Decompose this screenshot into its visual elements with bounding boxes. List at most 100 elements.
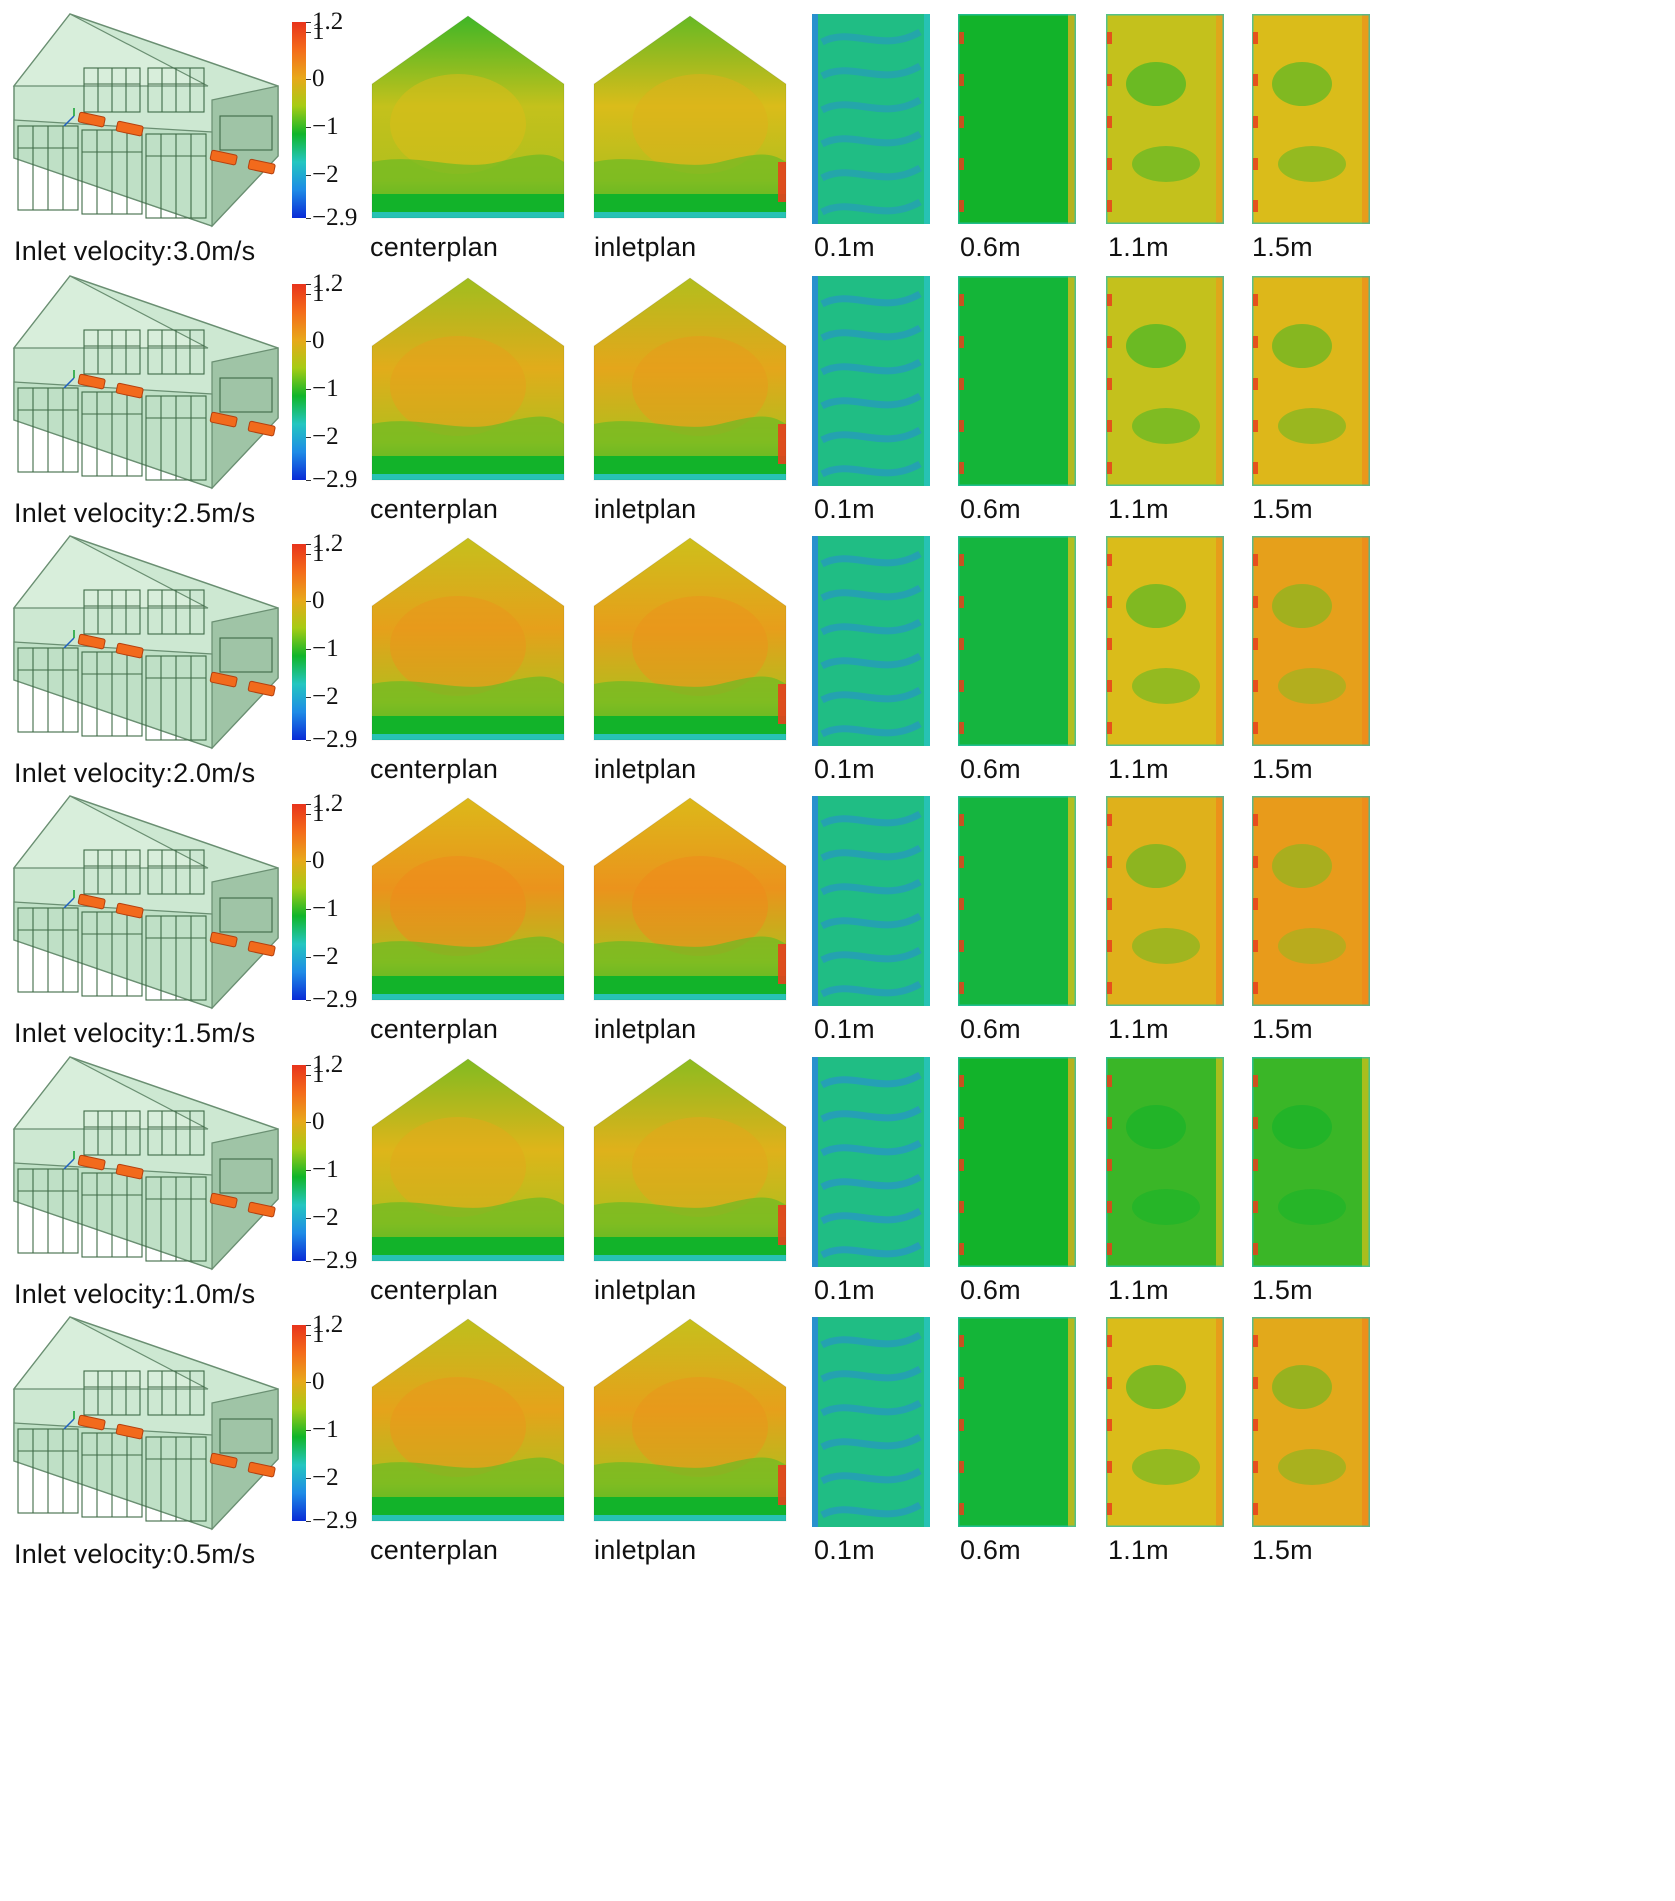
window-grid	[17, 1110, 273, 1262]
colorbar-tick-label: 0	[312, 847, 325, 875]
section-contour-svg	[371, 1058, 565, 1262]
colorbar-tick-label: 1.2	[312, 530, 344, 557]
inlet-fan-4	[247, 1201, 276, 1218]
inlet-section-label: inletplan	[594, 754, 697, 784]
colorbar-tick-label: −1	[312, 1416, 339, 1444]
colorbar-tick-label: −2	[312, 682, 339, 710]
inlet-fan-1	[77, 373, 106, 390]
colorbar-tick-label: −2.9	[312, 986, 358, 1013]
colorbar-tick-label: 1	[312, 799, 325, 827]
colorbar-tick-label: −2.9	[312, 1247, 358, 1274]
inlet-fan-1	[77, 1154, 106, 1171]
inlet-fan-4	[247, 158, 276, 175]
plan-contour-1-5m	[1252, 536, 1370, 746]
center-section-contour	[368, 1315, 568, 1525]
section-contour-svg	[593, 1058, 787, 1262]
colorbar-tick-mark	[306, 544, 311, 545]
plan-contour-1-1m	[1106, 1057, 1224, 1267]
inlet-fan-1	[77, 111, 106, 128]
inlet-section-contour	[590, 1055, 790, 1265]
height-label-1-1m: 1.1m	[1108, 1275, 1169, 1305]
colorbar-gradient	[292, 284, 306, 480]
colorbar-tick-mark	[306, 649, 311, 651]
height-label-1-5m: 1.5m	[1252, 754, 1313, 784]
inlet-fan-2	[115, 642, 144, 659]
height-label-1-5m: 1.5m	[1252, 232, 1313, 262]
inlet-section-contour	[590, 12, 790, 222]
colorbar-tick-mark	[306, 1217, 311, 1219]
plan-contour-svg	[958, 276, 1076, 486]
colorbar-tick-mark	[306, 341, 311, 343]
height-label-0-1m: 0.1m	[814, 754, 875, 784]
section-contour-svg	[593, 1318, 787, 1522]
velocity-row-1: Inlet velocity:3.0m/s 1.2 1 0 −1 −2 −2.9 cent…	[0, 0, 1675, 316]
plan-contour-svg	[812, 1317, 930, 1527]
velocity-row-5: Inlet velocity:1.0m/s 1.2 1 0 −1 −2 −2.9 cent…	[0, 1043, 1675, 1359]
height-label-0-6m: 0.6m	[960, 1275, 1021, 1305]
height-label-0-1m: 0.1m	[814, 1535, 875, 1565]
greenhouse-model-svg	[12, 1316, 279, 1531]
center-section-label: centerplan	[370, 1275, 499, 1305]
velocity-row-4: Inlet velocity:1.5m/s 1.2 1 0 −1 −2 −2.9 cent…	[0, 782, 1675, 1098]
plan-contour-svg	[1252, 1317, 1370, 1527]
plan-contour-svg	[812, 276, 930, 486]
inlet-velocity-label: Inlet velocity:1.0m/s	[14, 1279, 256, 1309]
colorbar-tick-label: −1	[312, 895, 339, 923]
colorbar-tick-label: 1.2	[312, 270, 344, 297]
plan-contour-1-1m	[1106, 796, 1224, 1006]
plan-contour-0-1m	[812, 536, 930, 746]
colorbar-tick-mark	[306, 804, 311, 805]
plan-contour-0-1m	[812, 1057, 930, 1267]
inlet-section-label: inletplan	[594, 232, 697, 262]
inlet-section-contour	[590, 1315, 790, 1525]
inlet-section-label: inletplan	[594, 1275, 697, 1305]
greenhouse-model-view	[8, 1051, 280, 1271]
velocity-row-6: Inlet velocity:0.5m/s 1.2 1 0 −1 −2 −2.9 cent…	[0, 1303, 1675, 1619]
inlet-fan-3	[209, 671, 238, 688]
plan-contour-1-1m	[1106, 14, 1224, 224]
height-label-1-5m: 1.5m	[1252, 1535, 1313, 1565]
plan-contour-1-5m	[1252, 1317, 1370, 1527]
plan-contour-1-5m	[1252, 276, 1370, 486]
colorbar-tick-mark	[306, 553, 311, 555]
colorbar-tick-mark	[306, 174, 311, 176]
plan-contour-svg	[812, 14, 930, 224]
center-section-contour	[368, 794, 568, 1004]
plan-contour-svg	[1252, 796, 1370, 1006]
greenhouse-model-svg	[12, 275, 279, 490]
height-label-0-6m: 0.6m	[960, 1535, 1021, 1565]
height-label-1-5m: 1.5m	[1252, 1014, 1313, 1044]
height-label-0-6m: 0.6m	[960, 754, 1021, 784]
colorbar-tick-mark	[306, 127, 311, 129]
plan-contour-svg	[958, 14, 1076, 224]
plan-contour-svg	[1106, 1057, 1224, 1267]
colorbar-tick-label: −2.9	[312, 466, 358, 493]
inlet-fan-4	[247, 1461, 276, 1478]
inlet-fan-2	[115, 902, 144, 919]
plan-contour-0-1m	[812, 1317, 930, 1527]
colorbar-tick-mark	[306, 1334, 311, 1336]
colorbar-tick-mark	[306, 861, 311, 863]
center-section-label: centerplan	[370, 754, 499, 784]
plan-contour-1-5m	[1252, 1057, 1370, 1267]
plan-contour-svg	[1106, 536, 1224, 746]
window-grid	[17, 329, 273, 481]
height-label-1-5m: 1.5m	[1252, 494, 1313, 524]
colorbar-tick-label: −2	[312, 422, 339, 450]
colorbar-tick-label: 0	[312, 65, 325, 93]
colorbar-tick-label: −1	[312, 113, 339, 141]
colorbar-tick-mark	[306, 480, 311, 481]
inlet-fan-2	[115, 1163, 144, 1180]
colorbar-tick-label: −2	[312, 942, 339, 970]
height-label-0-1m: 0.1m	[814, 1014, 875, 1044]
plan-contour-1-5m	[1252, 14, 1370, 224]
section-contour-svg	[593, 15, 787, 219]
colorbar-tick-label: −2	[312, 1203, 339, 1231]
inlet-fan-3	[209, 149, 238, 166]
plan-contour-svg	[1252, 14, 1370, 224]
center-section-label: centerplan	[370, 232, 499, 262]
center-section-contour	[368, 534, 568, 744]
plan-contour-0-1m	[812, 14, 930, 224]
plan-contour-svg	[958, 1057, 1076, 1267]
colorbar-gradient	[292, 22, 306, 218]
